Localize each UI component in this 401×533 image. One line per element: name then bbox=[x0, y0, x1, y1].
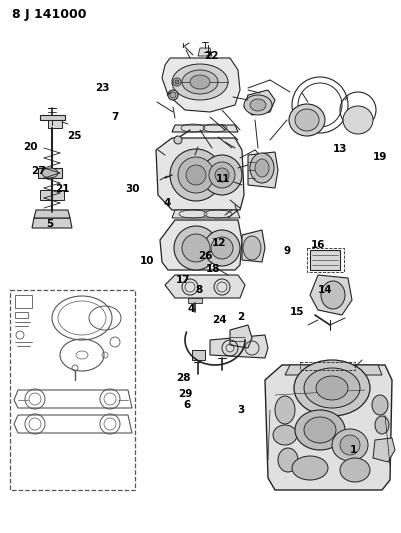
Ellipse shape bbox=[339, 458, 369, 482]
Text: 24: 24 bbox=[211, 315, 226, 325]
Ellipse shape bbox=[272, 425, 296, 445]
Ellipse shape bbox=[342, 106, 372, 134]
Ellipse shape bbox=[254, 159, 268, 177]
Ellipse shape bbox=[303, 417, 335, 443]
Text: 14: 14 bbox=[318, 286, 332, 295]
Polygon shape bbox=[32, 218, 72, 228]
Text: 7: 7 bbox=[111, 112, 118, 122]
Text: 8 J 141000: 8 J 141000 bbox=[12, 8, 86, 21]
Ellipse shape bbox=[178, 157, 213, 193]
Polygon shape bbox=[309, 275, 351, 315]
Ellipse shape bbox=[293, 360, 369, 416]
Text: 1: 1 bbox=[349, 446, 356, 455]
Polygon shape bbox=[48, 120, 62, 128]
Polygon shape bbox=[40, 190, 64, 200]
Ellipse shape bbox=[201, 155, 241, 195]
Ellipse shape bbox=[186, 165, 205, 185]
Ellipse shape bbox=[203, 230, 239, 266]
Text: 18: 18 bbox=[205, 264, 220, 274]
Polygon shape bbox=[164, 275, 244, 298]
Ellipse shape bbox=[277, 448, 297, 472]
Text: 13: 13 bbox=[332, 144, 346, 154]
Ellipse shape bbox=[288, 104, 324, 136]
Text: 25: 25 bbox=[67, 131, 81, 141]
Polygon shape bbox=[172, 210, 239, 218]
Ellipse shape bbox=[274, 396, 294, 424]
Polygon shape bbox=[229, 325, 251, 348]
Text: 15: 15 bbox=[290, 307, 304, 317]
Ellipse shape bbox=[331, 429, 367, 461]
Ellipse shape bbox=[294, 109, 318, 131]
Text: 26: 26 bbox=[197, 251, 212, 261]
Polygon shape bbox=[247, 152, 277, 188]
Ellipse shape bbox=[294, 410, 344, 450]
Ellipse shape bbox=[291, 456, 327, 480]
Ellipse shape bbox=[339, 435, 359, 455]
Ellipse shape bbox=[190, 75, 209, 89]
Ellipse shape bbox=[374, 416, 388, 434]
Polygon shape bbox=[162, 58, 239, 112]
Text: 5: 5 bbox=[47, 219, 54, 229]
Polygon shape bbox=[309, 250, 339, 270]
Polygon shape bbox=[160, 220, 241, 270]
Ellipse shape bbox=[315, 376, 347, 400]
Text: 11: 11 bbox=[215, 174, 230, 183]
Polygon shape bbox=[241, 230, 264, 262]
Polygon shape bbox=[372, 438, 394, 462]
Ellipse shape bbox=[243, 95, 271, 115]
Text: 19: 19 bbox=[372, 152, 386, 162]
Circle shape bbox=[170, 92, 176, 98]
Ellipse shape bbox=[320, 281, 344, 309]
Polygon shape bbox=[34, 210, 70, 218]
Polygon shape bbox=[38, 168, 62, 178]
Circle shape bbox=[174, 136, 182, 144]
Polygon shape bbox=[243, 90, 274, 115]
Polygon shape bbox=[156, 138, 243, 210]
Circle shape bbox=[174, 80, 178, 84]
Text: 30: 30 bbox=[125, 184, 140, 194]
Text: 3: 3 bbox=[237, 406, 244, 415]
Ellipse shape bbox=[182, 70, 217, 94]
Text: 6: 6 bbox=[183, 400, 190, 410]
Polygon shape bbox=[172, 125, 237, 132]
Polygon shape bbox=[188, 298, 201, 303]
Ellipse shape bbox=[371, 395, 387, 415]
Text: 2: 2 bbox=[237, 312, 244, 322]
Polygon shape bbox=[192, 350, 205, 360]
Polygon shape bbox=[198, 48, 211, 56]
Text: 9: 9 bbox=[283, 246, 290, 255]
Ellipse shape bbox=[211, 237, 233, 259]
Polygon shape bbox=[284, 365, 381, 375]
Polygon shape bbox=[40, 115, 65, 120]
Text: 4: 4 bbox=[163, 198, 170, 207]
Text: 22: 22 bbox=[203, 51, 218, 61]
Ellipse shape bbox=[209, 162, 235, 188]
Circle shape bbox=[172, 78, 180, 86]
Ellipse shape bbox=[215, 168, 229, 182]
Ellipse shape bbox=[170, 149, 221, 201]
Text: 16: 16 bbox=[310, 240, 324, 250]
Ellipse shape bbox=[42, 168, 58, 178]
Text: 12: 12 bbox=[211, 238, 226, 247]
Text: 10: 10 bbox=[139, 256, 154, 266]
Polygon shape bbox=[264, 365, 391, 490]
Ellipse shape bbox=[172, 64, 227, 100]
Circle shape bbox=[168, 90, 178, 100]
Text: 29: 29 bbox=[178, 390, 192, 399]
Text: 8: 8 bbox=[195, 286, 202, 295]
Text: 17: 17 bbox=[175, 275, 190, 285]
Ellipse shape bbox=[303, 368, 359, 408]
Text: 20: 20 bbox=[23, 142, 37, 151]
Ellipse shape bbox=[249, 153, 273, 183]
Text: 28: 28 bbox=[175, 374, 190, 383]
Polygon shape bbox=[209, 335, 267, 358]
Text: 27: 27 bbox=[31, 166, 45, 175]
Ellipse shape bbox=[249, 99, 265, 111]
Text: 23: 23 bbox=[95, 83, 109, 93]
Ellipse shape bbox=[182, 234, 209, 262]
Ellipse shape bbox=[242, 236, 260, 260]
Text: 4: 4 bbox=[187, 304, 194, 314]
Text: 21: 21 bbox=[55, 184, 69, 194]
Ellipse shape bbox=[174, 226, 217, 270]
